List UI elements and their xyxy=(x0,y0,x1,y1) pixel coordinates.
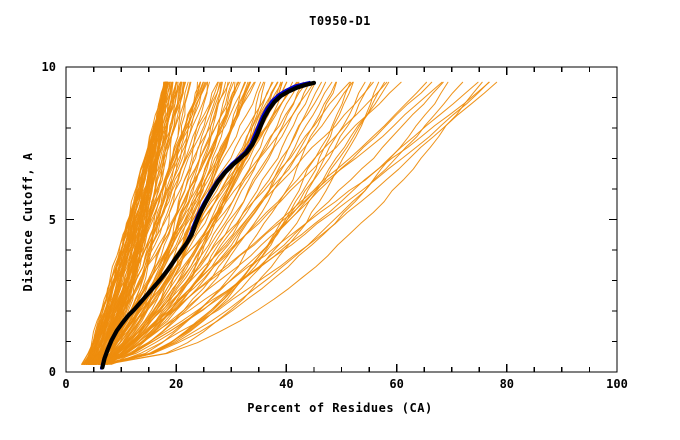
x-tick-label: 60 xyxy=(389,377,404,391)
prediction-curve xyxy=(97,81,333,365)
prediction-curve xyxy=(99,81,388,365)
prediction-curve xyxy=(101,81,300,365)
prediction-curve xyxy=(90,81,184,365)
page-title: T0950-D1 xyxy=(309,14,371,28)
y-tick-label: 0 xyxy=(48,365,56,379)
prediction-curve xyxy=(101,81,294,365)
prediction-curve xyxy=(109,81,479,365)
prediction-curve xyxy=(95,81,233,365)
prediction-curve xyxy=(103,81,490,365)
prediction-curve xyxy=(100,81,354,365)
prediction-curve xyxy=(93,81,201,365)
prediction-curve xyxy=(95,81,315,365)
prediction-curve xyxy=(98,81,327,365)
prediction-curve xyxy=(96,81,219,365)
prediction-curve xyxy=(98,81,317,365)
prediction-curve xyxy=(88,81,166,365)
prediction-curve xyxy=(94,81,308,365)
axes-frame-layer xyxy=(65,66,618,373)
x-tick-label: 100 xyxy=(606,377,628,391)
x-tick-label: 20 xyxy=(168,377,184,391)
prediction-curve xyxy=(109,81,443,365)
series-layer xyxy=(81,80,498,370)
prediction-curve xyxy=(97,81,322,365)
prediction-curve xyxy=(101,81,385,365)
prediction-curve xyxy=(106,81,366,365)
y-tick-label: 5 xyxy=(48,212,56,227)
reference-curve-black xyxy=(100,80,317,370)
prediction-curve xyxy=(107,81,490,365)
prediction-curve xyxy=(98,81,337,365)
prediction-curve xyxy=(90,81,192,365)
prediction-curve xyxy=(88,81,165,365)
prediction-curve xyxy=(94,81,279,365)
x-tick-label: 80 xyxy=(499,377,515,391)
prediction-curve xyxy=(106,81,372,365)
prediction-curve xyxy=(88,81,166,365)
y-tick-label: 10 xyxy=(41,60,56,74)
x-axis-title: Percent of Residues (CA) xyxy=(247,401,433,415)
prediction-curve xyxy=(100,81,444,365)
prediction-curve xyxy=(105,81,483,365)
prediction-curve xyxy=(85,81,169,365)
prediction-curve xyxy=(90,81,208,365)
x-tick-label: 0 xyxy=(62,377,70,391)
prediction-curve xyxy=(100,81,374,365)
x-tick-label: 40 xyxy=(279,377,294,391)
prediction-curve xyxy=(98,81,274,365)
prediction-curve xyxy=(99,81,311,365)
